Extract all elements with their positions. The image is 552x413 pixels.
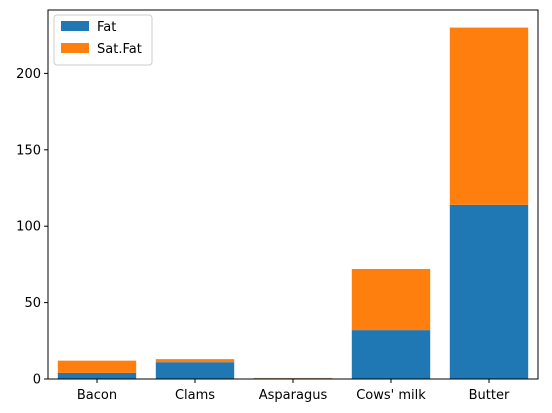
bars-layer (57, 27, 529, 379)
legend-label-fat: Fat (97, 20, 116, 35)
y-tick-label: 0 (33, 373, 41, 388)
bar-fat-1 (155, 362, 235, 379)
bar-fat-4 (449, 204, 529, 379)
legend: Fat Sat.Fat (53, 14, 153, 66)
y-tick-label: 200 (16, 67, 41, 82)
bar-sat-fat-3 (351, 268, 431, 331)
y-tick-label: 150 (16, 143, 41, 158)
x-tick-label: Asparagus (259, 388, 328, 403)
x-tick-label: Bacon (77, 388, 117, 403)
x-tick-label: Butter (469, 388, 510, 403)
bar-sat-fat-1 (155, 359, 235, 363)
legend-swatch-sat-fat (61, 43, 89, 53)
x-axis: Bacon Clams Asparagus Cows' milk Butter (77, 379, 510, 403)
bar-sat-fat-0 (57, 360, 137, 373)
y-axis: 0 50 100 150 200 (16, 67, 48, 388)
legend-label-sat-fat: Sat.Fat (97, 42, 142, 57)
y-tick-label: 50 (24, 296, 41, 311)
legend-swatch-fat (61, 21, 89, 31)
bar-fat-0 (57, 372, 137, 379)
y-tick-label: 100 (16, 220, 41, 235)
bar-sat-fat-4 (449, 27, 529, 205)
bar-fat-3 (351, 330, 431, 379)
x-tick-label: Cows' milk (356, 388, 426, 403)
x-tick-label: Clams (175, 388, 215, 403)
